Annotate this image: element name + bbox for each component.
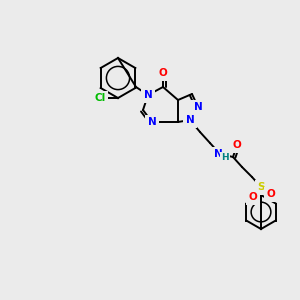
Text: N: N [148,117,156,127]
Text: O: O [267,189,275,199]
Text: N: N [144,90,152,100]
Text: N: N [214,149,222,159]
Text: N: N [186,115,194,125]
Text: O: O [249,192,257,202]
Text: Cl: Cl [94,93,106,103]
Text: O: O [232,140,242,150]
Text: O: O [159,68,167,78]
Text: H: H [221,154,229,163]
Text: N: N [194,102,202,112]
Text: S: S [257,182,265,192]
